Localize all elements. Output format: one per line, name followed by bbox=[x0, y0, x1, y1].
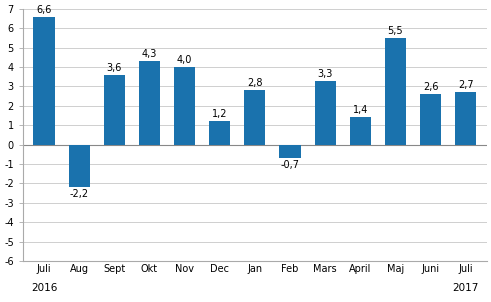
Bar bbox=[455, 92, 476, 145]
Text: 6,6: 6,6 bbox=[36, 5, 52, 14]
Bar bbox=[315, 81, 336, 145]
Text: -0,7: -0,7 bbox=[280, 160, 300, 170]
Text: -2,2: -2,2 bbox=[70, 189, 89, 199]
Bar bbox=[139, 61, 160, 145]
Bar bbox=[279, 145, 300, 158]
Text: 3,3: 3,3 bbox=[318, 69, 333, 79]
Text: 2,6: 2,6 bbox=[423, 82, 438, 92]
Text: 5,5: 5,5 bbox=[388, 26, 403, 36]
Text: 4,0: 4,0 bbox=[177, 55, 192, 65]
Bar bbox=[245, 90, 266, 145]
Bar bbox=[104, 75, 125, 145]
Bar bbox=[420, 94, 441, 145]
Bar bbox=[33, 17, 55, 145]
Text: 2,8: 2,8 bbox=[247, 78, 263, 88]
Bar bbox=[350, 117, 371, 145]
Bar bbox=[174, 67, 195, 145]
Text: 4,3: 4,3 bbox=[142, 49, 157, 59]
Bar bbox=[209, 121, 230, 145]
Text: 2,7: 2,7 bbox=[458, 80, 473, 90]
Text: 1,2: 1,2 bbox=[212, 109, 227, 119]
Text: 2017: 2017 bbox=[453, 284, 479, 294]
Text: 3,6: 3,6 bbox=[107, 63, 122, 73]
Text: 2016: 2016 bbox=[31, 284, 57, 294]
Bar bbox=[69, 145, 90, 187]
Bar bbox=[385, 38, 406, 145]
Text: 1,4: 1,4 bbox=[353, 105, 368, 115]
